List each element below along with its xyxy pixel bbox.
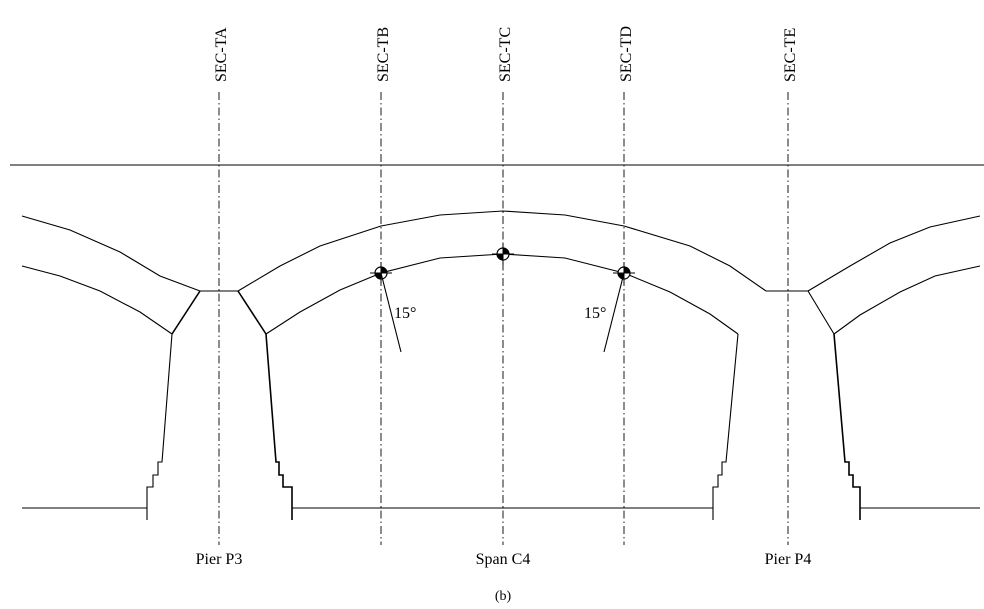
incline-line-left xyxy=(380,272,402,353)
pier-p3-left-face xyxy=(146,333,173,520)
label-span-c4: Span C4 xyxy=(476,551,531,568)
label-sec-te: SEC-TE xyxy=(782,28,799,82)
label-sec-tc: SEC-TC xyxy=(497,27,514,82)
right-arch-intrados xyxy=(833,265,981,335)
angle-label-right: 15° xyxy=(584,305,606,322)
pier-p3-right-face xyxy=(265,333,293,520)
main-arch-extrados xyxy=(237,210,767,292)
pier-p4-right-face xyxy=(833,333,861,520)
label-pier-p3: Pier P3 xyxy=(196,551,243,568)
angle-label-left: 15° xyxy=(394,305,416,322)
label-sec-tb: SEC-TB xyxy=(375,27,392,82)
right-arch-extrados xyxy=(807,215,981,292)
incline-line-right xyxy=(603,272,625,353)
main-arch-left-springing xyxy=(237,290,267,335)
figure-caption: (b) xyxy=(495,589,512,604)
label-sec-ta: SEC-TA xyxy=(213,27,230,82)
label-pier-p4: Pier P4 xyxy=(765,551,812,568)
label-sec-td: SEC-TD xyxy=(618,26,635,82)
left-arch-extrados xyxy=(21,215,201,292)
pier-p4-left-face xyxy=(712,333,739,520)
left-arch-springing xyxy=(171,290,201,335)
left-arch-intrados xyxy=(21,265,173,335)
main-arch-intrados xyxy=(265,253,739,335)
right-arch-springing xyxy=(807,290,835,335)
marker-tc xyxy=(492,243,514,265)
